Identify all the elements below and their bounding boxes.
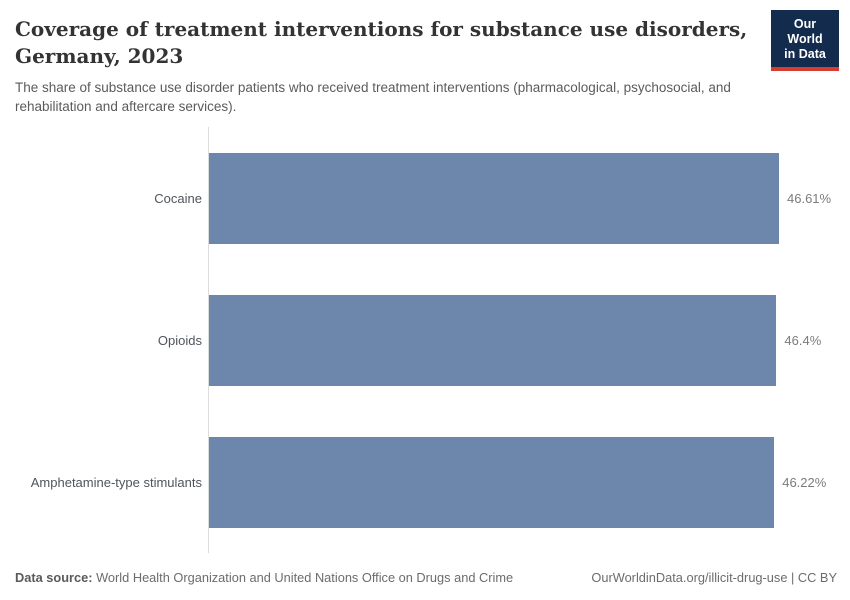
chart-footer: Data source: World Health Organization a… — [15, 570, 837, 586]
data-source-text: World Health Organization and United Nat… — [92, 570, 514, 585]
owid-logo-line1: Our World — [787, 17, 823, 46]
bar-track: 46.22% — [208, 411, 850, 553]
bar[interactable] — [209, 294, 777, 386]
bar-row: Amphetamine-type stimulants 46.22% — [0, 411, 850, 553]
bar-row: Cocaine 46.61% — [0, 127, 850, 269]
owid-logo[interactable]: Our World in Data — [771, 10, 839, 71]
bar-row: Opioids 46.4% — [0, 269, 850, 411]
owid-logo-line2: in Data — [784, 47, 826, 61]
bar-value-label: 46.4% — [784, 332, 822, 348]
bar-value-label: 46.61% — [787, 190, 832, 206]
bar-track: 46.4% — [208, 269, 850, 411]
chart-title-line1: Coverage of treatment interventions for … — [15, 17, 748, 41]
bar[interactable] — [209, 436, 775, 528]
chart-subtitle: The share of substance use disorder pati… — [15, 80, 731, 114]
chart-title: Coverage of treatment interventions for … — [15, 16, 758, 70]
bar-category-label: Opioids — [157, 332, 202, 348]
bar-value-label: 46.22% — [782, 474, 827, 490]
bar-category-label: Amphetamine-type stimulants — [30, 474, 202, 490]
chart-title-line2: Germany, 2023 — [15, 44, 184, 68]
chart-plot: Cocaine 46.61% Opioids 46.4% Amphetamine-typ… — [0, 127, 850, 553]
bar[interactable] — [209, 152, 779, 244]
bar-category-label: Cocaine — [154, 190, 202, 206]
data-source-label: Data source: — [15, 570, 93, 585]
chart-header: Coverage of treatment interventions for … — [15, 16, 758, 116]
owid-license-link[interactable]: OurWorldinData.org/illicit-drug-use | CC… — [591, 570, 837, 585]
bar-track: 46.61% — [208, 127, 850, 269]
data-source-note: Data source: World Health Organization a… — [15, 570, 513, 586]
